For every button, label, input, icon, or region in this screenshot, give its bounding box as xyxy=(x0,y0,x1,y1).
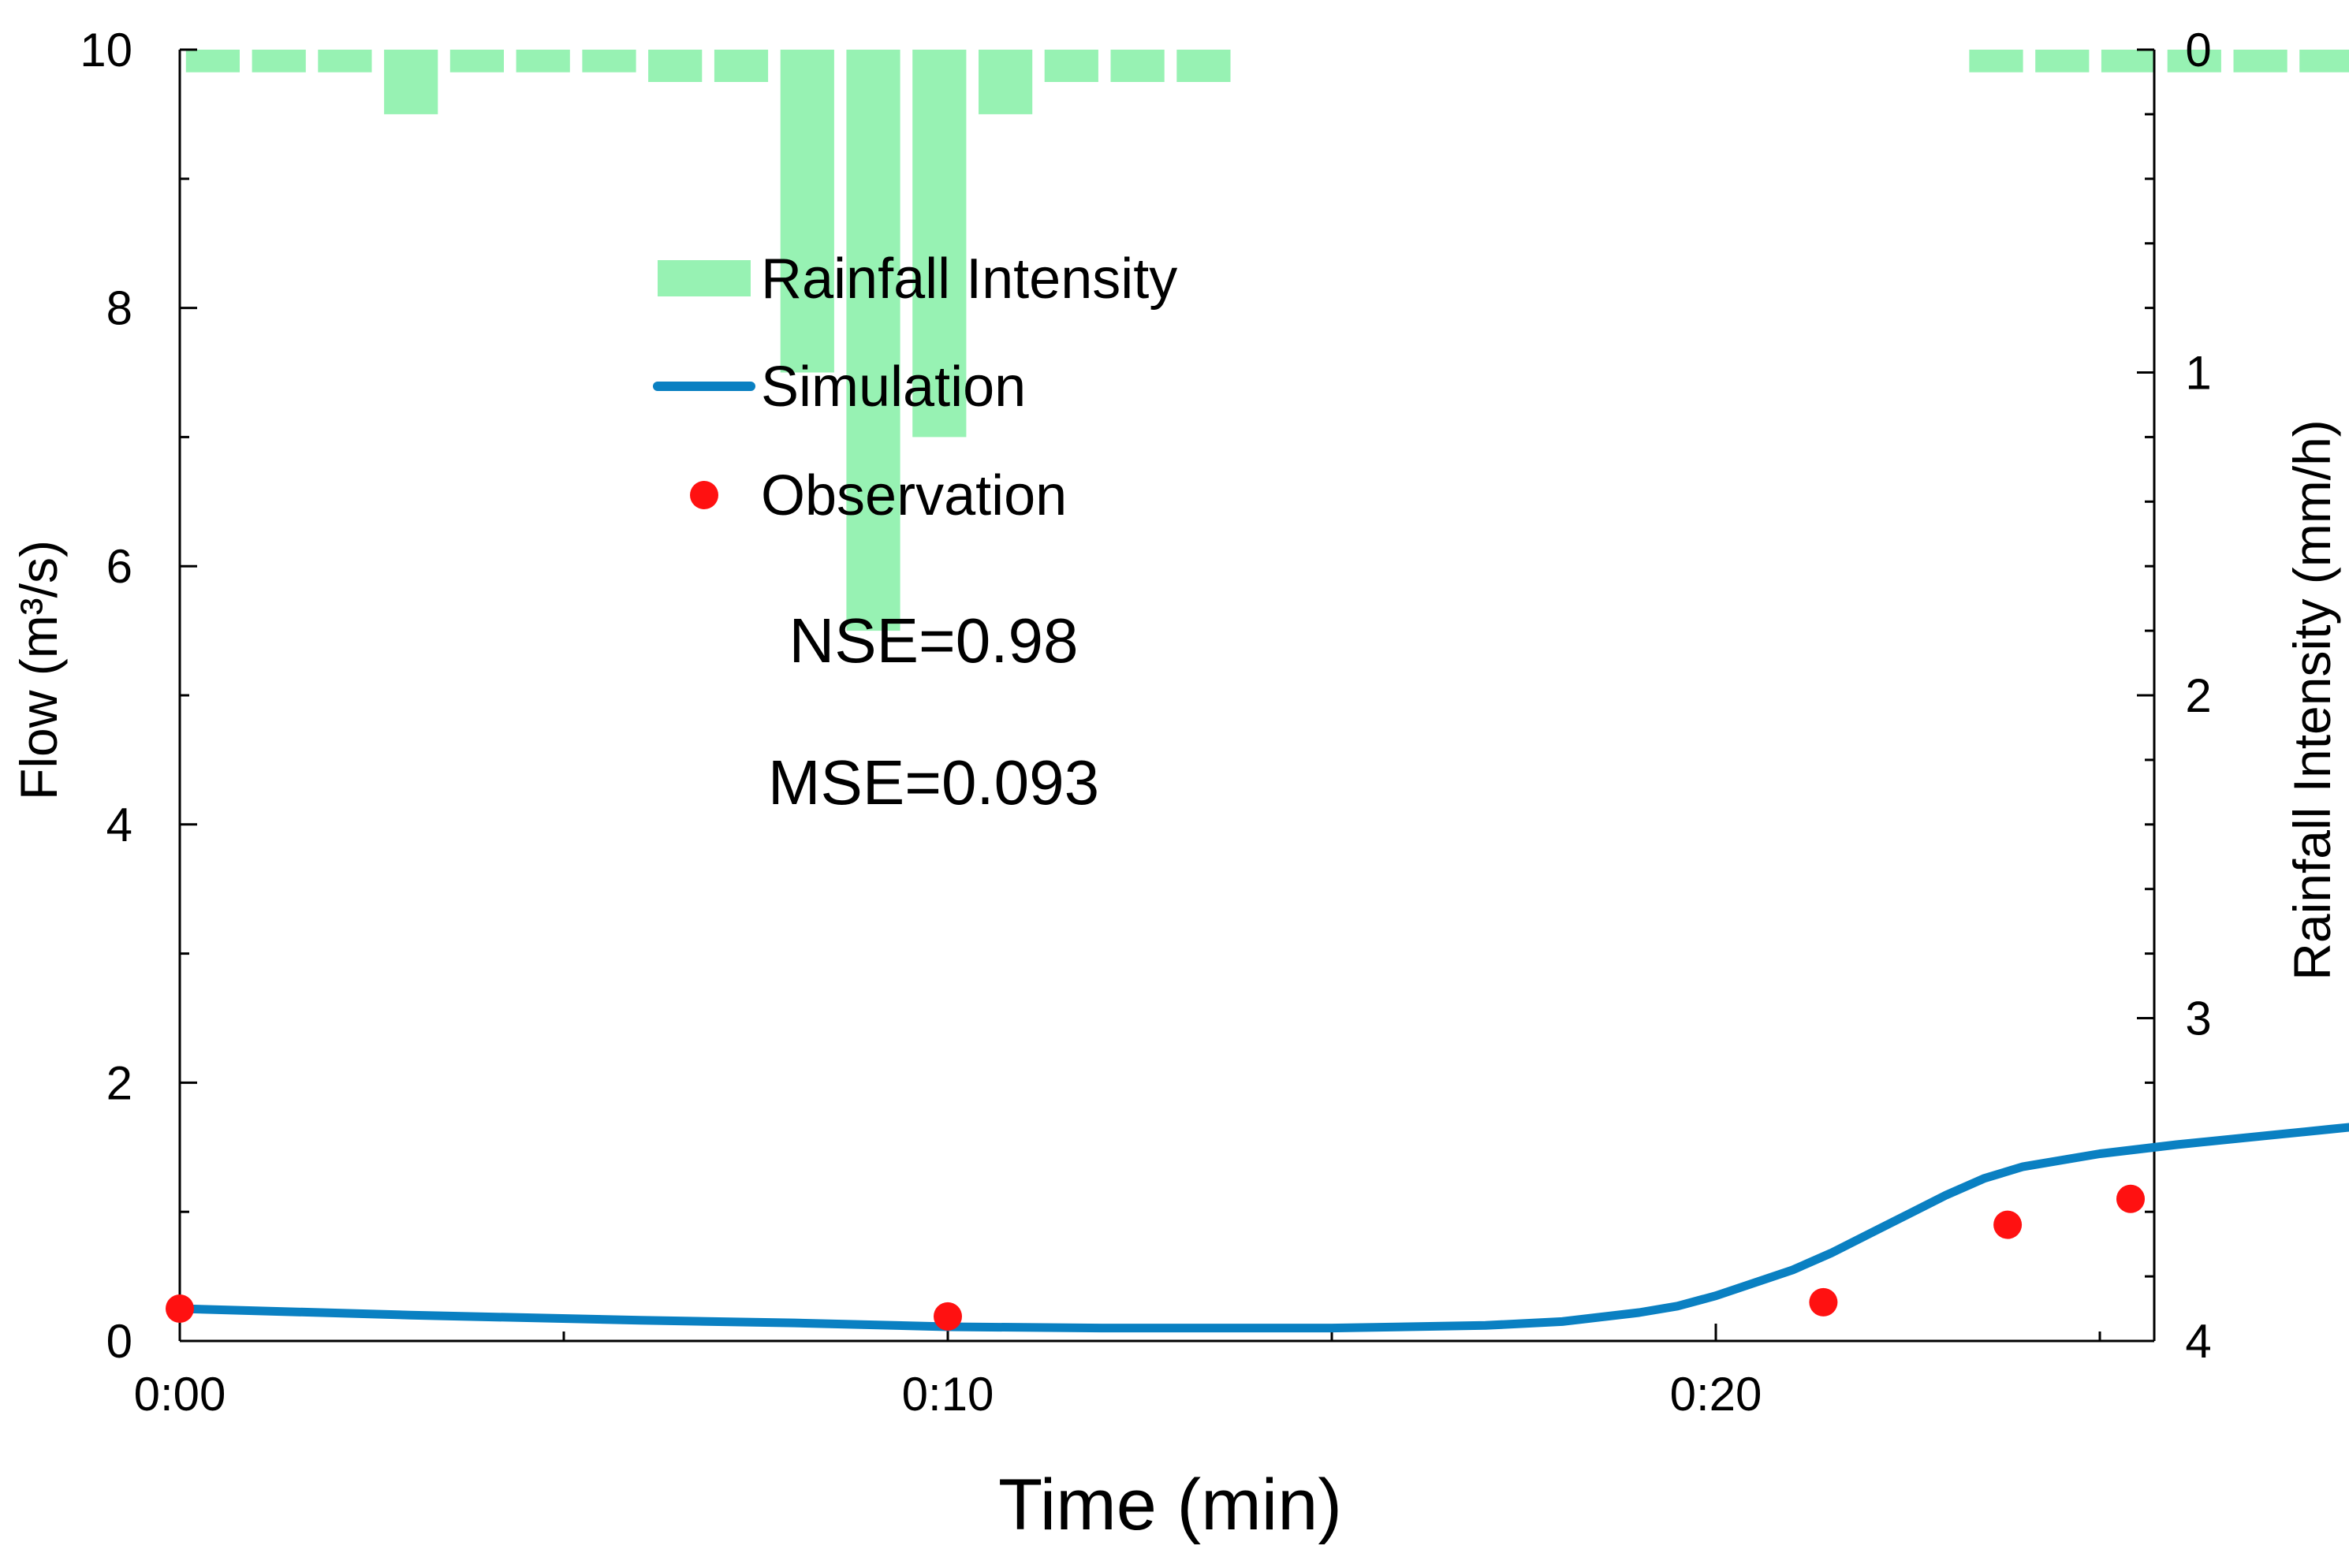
simulation-line xyxy=(175,1123,2349,1333)
y-axis-left-title: Flow (m³/s) xyxy=(9,540,68,800)
y-right-tick-label: 3 xyxy=(2185,993,2211,1045)
annotation-mse: MSE=0.093 xyxy=(768,747,1099,818)
rainfall-bar xyxy=(846,50,900,631)
rainfall-bar xyxy=(185,50,240,73)
x-axis-title: Time (min) xyxy=(998,1465,1342,1545)
rainfall-bar xyxy=(2101,50,2156,73)
y-left-tick-label: 2 xyxy=(106,1056,132,1109)
rainfall-bar xyxy=(979,50,1033,114)
y-right-tick-label: 1 xyxy=(2185,347,2211,400)
rainfall-bars xyxy=(185,50,2349,631)
rainfall-bar xyxy=(714,50,769,82)
x-tick-label: 0:10 xyxy=(902,1368,994,1421)
y-axis-right-title: Rainfall Intensity (mm/h) xyxy=(2283,419,2341,981)
observation-point xyxy=(166,1294,194,1323)
rainfall-bar xyxy=(2167,50,2221,73)
rainfall-bar xyxy=(648,50,703,82)
y-left-tick-label: 6 xyxy=(106,540,132,593)
rainfall-bar xyxy=(449,50,504,73)
observation-series xyxy=(166,1184,2145,1331)
rainfall-bar xyxy=(1110,50,1165,82)
rainfall-bar xyxy=(582,50,636,73)
simulation-series xyxy=(175,1123,2349,1333)
rainfall-bar xyxy=(252,50,306,73)
rainfall-bar xyxy=(516,50,570,73)
y-left-tick-label: 4 xyxy=(106,799,132,851)
observation-point xyxy=(1809,1287,1838,1317)
x-tick-label: 0:00 xyxy=(134,1368,226,1421)
y-left-tick-label: 8 xyxy=(106,282,132,335)
legend-swatch-observation xyxy=(690,481,718,509)
rainfall-bar xyxy=(318,50,372,73)
legend-label-simulation: Simulation xyxy=(761,356,1026,419)
y-left-tick-label: 0 xyxy=(106,1315,132,1368)
legend: Rainfall Intensity Simulation Observatio… xyxy=(653,248,1177,527)
rainfall-bar xyxy=(2233,50,2287,73)
y-right-tick-label: 4 xyxy=(2185,1315,2211,1368)
y-right-tick-label: 2 xyxy=(2185,669,2211,722)
y-left-tick-label: 10 xyxy=(80,24,132,76)
rainfall-bar xyxy=(780,50,834,373)
legend-label-observation: Observation xyxy=(761,464,1067,527)
observation-point xyxy=(2116,1184,2145,1213)
legend-swatch-rainfall xyxy=(658,260,751,296)
rainfall-bar xyxy=(2299,50,2349,73)
rainfall-bar xyxy=(1044,50,1098,82)
x-tick-label: 0:20 xyxy=(1670,1368,1762,1421)
rainfall-bar xyxy=(912,50,967,438)
observation-point xyxy=(934,1302,962,1331)
annotation-nse: NSE=0.98 xyxy=(789,605,1079,676)
rainfall-bar xyxy=(1969,50,2023,73)
axes xyxy=(178,48,2156,1343)
rainfall-bar xyxy=(2035,50,2090,73)
rainfall-bar xyxy=(1176,50,1231,82)
observation-point xyxy=(1993,1210,2023,1239)
y-right-tick-label: 0 xyxy=(2185,24,2211,76)
rainfall-bar xyxy=(384,50,438,114)
legend-label-rainfall: Rainfall Intensity xyxy=(761,248,1177,311)
